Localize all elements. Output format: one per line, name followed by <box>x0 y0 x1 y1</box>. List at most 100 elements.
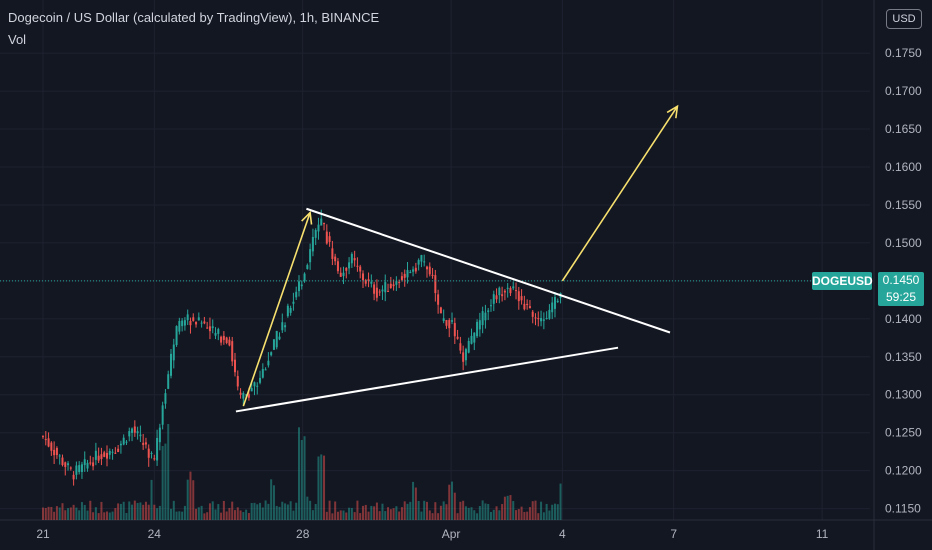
volume-bar <box>242 512 245 520</box>
volume-bar <box>495 506 498 520</box>
candle-body <box>108 451 111 455</box>
candle-body <box>281 322 284 331</box>
candle-body <box>403 273 406 278</box>
y-tick-label: 0.1650 <box>885 122 922 136</box>
candle-body <box>181 320 184 327</box>
volume-bar <box>172 500 175 520</box>
volume-bar <box>158 505 161 520</box>
volume-bar <box>195 508 198 520</box>
candle-body <box>203 321 206 324</box>
volume-bar <box>437 513 440 520</box>
volume-bar <box>462 500 465 520</box>
candle-body <box>325 231 328 244</box>
volume-bar <box>481 500 484 520</box>
candle-body <box>442 318 445 322</box>
volume-bar <box>409 501 412 520</box>
volume-bar <box>156 508 159 520</box>
volume-bar <box>442 501 445 520</box>
volume-bar <box>520 506 523 520</box>
volume-bar <box>459 501 462 520</box>
volume-bar <box>509 495 512 520</box>
volume-bar <box>478 506 481 520</box>
volume-bar <box>556 504 559 520</box>
volume-bar <box>64 510 67 520</box>
candle-body <box>156 437 159 461</box>
y-tick-label: 0.1600 <box>885 160 922 174</box>
candle-body <box>245 394 248 396</box>
volume-bar <box>233 510 236 520</box>
candle-body <box>122 437 125 445</box>
candle-body <box>336 261 339 272</box>
volume-bar <box>128 501 131 520</box>
candle-body <box>214 332 217 336</box>
candle-body <box>119 443 122 446</box>
volume-bar <box>217 504 220 520</box>
candle-body <box>147 448 150 458</box>
candle-body <box>406 270 409 278</box>
volume-bar <box>548 510 551 520</box>
volume-bar <box>175 511 178 520</box>
candle-body <box>100 454 103 460</box>
candle-body <box>247 394 250 398</box>
volume-bar <box>384 511 387 520</box>
volume-bar <box>531 501 534 520</box>
candle-body <box>361 273 364 281</box>
candle-body <box>439 307 442 314</box>
volume-bar <box>489 511 492 520</box>
volume-bar <box>181 511 184 520</box>
x-tick-label: 4 <box>559 527 566 541</box>
volume-bar <box>264 500 267 520</box>
volume-bar <box>284 503 287 520</box>
candle-body <box>275 330 278 348</box>
volume-bar <box>448 484 451 520</box>
volume-bar <box>320 454 323 520</box>
volume-bar <box>44 507 47 520</box>
volume-bar <box>281 501 284 520</box>
candle-body <box>80 464 83 472</box>
candle-body <box>437 294 440 305</box>
candle-body <box>348 262 351 269</box>
candle-body <box>478 320 481 330</box>
candle-body <box>295 291 298 298</box>
candle-body <box>105 452 108 459</box>
arrow-head <box>666 104 679 119</box>
candle-body <box>69 467 72 469</box>
volume-bar <box>356 500 359 520</box>
volume-bar <box>417 501 420 520</box>
trendline <box>306 207 671 334</box>
volume-bar <box>406 503 409 520</box>
volume-bar <box>353 512 356 520</box>
candle-body <box>64 462 67 467</box>
candle-body <box>531 311 534 317</box>
volume-bar <box>445 504 448 520</box>
candle-body <box>264 369 267 371</box>
candle-body <box>553 297 556 309</box>
volume-bar <box>253 502 256 520</box>
volume-bar <box>267 503 270 520</box>
candle-body <box>47 438 50 447</box>
candle-body <box>489 305 492 307</box>
arrow-head <box>301 210 313 225</box>
volume-bar <box>370 505 373 520</box>
volume-bar <box>398 511 401 520</box>
candle-body <box>434 275 437 294</box>
volume-bar <box>487 503 490 520</box>
volume-bar <box>420 511 423 520</box>
bar-countdown: 59:25 <box>885 290 917 304</box>
y-tick-label: 0.1400 <box>885 312 922 326</box>
volume-bar <box>83 504 86 520</box>
candle-body <box>317 224 320 232</box>
candle-body <box>534 317 537 319</box>
candle-body <box>136 431 139 434</box>
volume-bar <box>61 503 64 520</box>
currency-selector[interactable]: USD <box>886 9 922 29</box>
candle-body <box>197 317 200 321</box>
volume-bar <box>553 503 556 520</box>
candle-body <box>42 436 44 438</box>
candle-body <box>89 462 92 464</box>
candle-body <box>208 326 211 332</box>
candle-body <box>103 452 106 457</box>
candle-body <box>373 284 376 294</box>
